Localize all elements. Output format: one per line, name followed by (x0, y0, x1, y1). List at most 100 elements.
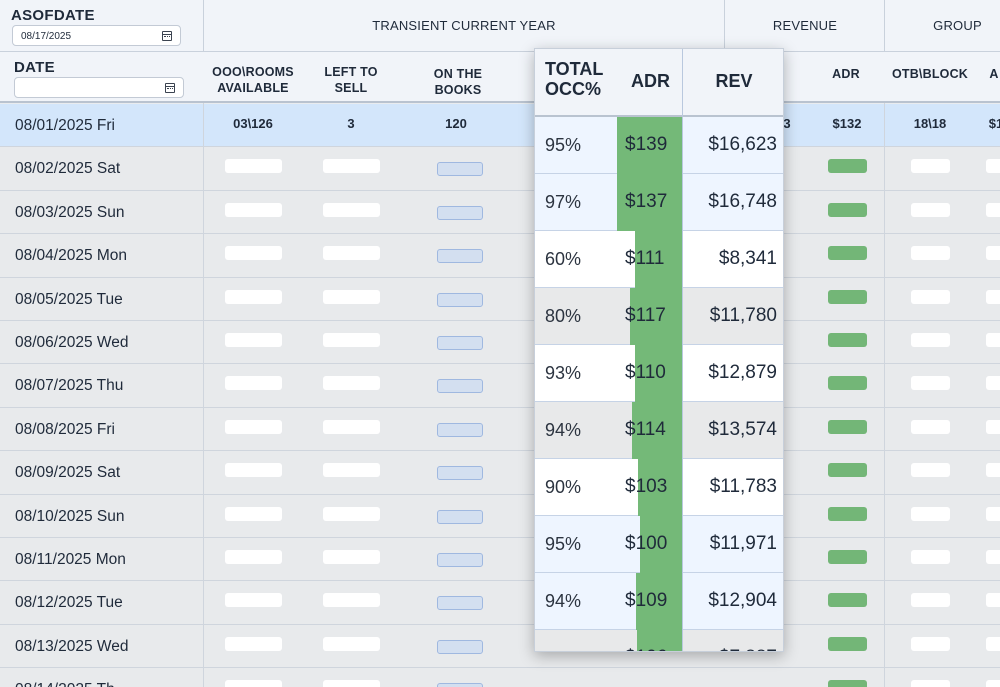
books-placeholder (437, 553, 483, 567)
row-on-the-books[interactable]: 120 (445, 116, 467, 131)
row-adr[interactable]: $132 (832, 116, 862, 131)
divider (724, 0, 725, 52)
row-date: 08/03/2025 Sun (15, 203, 125, 221)
otb-placeholder (911, 463, 950, 478)
occupancy-revenue-popup[interactable]: TOTAL OCC% ADR REV 95% $139 $16,623 97% $137… (534, 48, 784, 652)
popup-row[interactable]: 94% $114 $13,574 (535, 402, 783, 459)
table-row[interactable]: 08/13/2025 Wed (0, 624, 1000, 669)
row-revenue[interactable]: 3 (783, 116, 791, 131)
col-label-line: LEFT TO (324, 65, 378, 79)
popup-row[interactable]: 94% $109 $12,904 (535, 573, 783, 630)
popup-adr: $100 (625, 533, 668, 554)
divider (884, 103, 885, 687)
row-date: 08/08/2025 Fri (15, 420, 115, 438)
adr-heat-bar (617, 174, 683, 231)
adr-heat-bar (632, 402, 683, 459)
cut-off-placeholder (986, 680, 1000, 687)
divider (203, 103, 204, 687)
popup-row[interactable]: 97% $137 $16,748 (535, 174, 783, 231)
table-row[interactable]: 08/04/2025 Mon (0, 234, 1000, 278)
table-row[interactable]: 08/14/2025 Th (0, 668, 1000, 687)
books-placeholder (437, 466, 483, 481)
popup-rev: $12,879 (708, 362, 777, 383)
col-label-line: AVAILABLE (217, 81, 289, 95)
adr-heat-bar (636, 573, 683, 630)
row-otb-block[interactable]: 18\18 (913, 116, 947, 131)
table-row[interactable]: 08/11/2025 Mon (0, 538, 1000, 582)
books-placeholder (437, 292, 483, 307)
books-placeholder (437, 162, 483, 177)
popup-adr: $114 (625, 419, 666, 440)
popup-row[interactable]: 95% $100 $11,971 (535, 516, 783, 573)
table-row[interactable]: 08/02/2025 Sat (0, 147, 1000, 191)
col-ooo-rooms-available[interactable]: OOO\ROOMS AVAILABLE (204, 64, 302, 96)
popup-row[interactable]: 93% $110 $12,879 (535, 345, 783, 402)
adr-heat-bar (630, 288, 683, 345)
asofdate-input[interactable]: 08/17/2025 (12, 25, 181, 46)
row-date: 08/12/2025 Tue (15, 594, 123, 612)
table-row[interactable]: 08/08/2025 Fri (0, 407, 1000, 452)
table-row[interactable]: 08/12/2025 Tue (0, 581, 1000, 625)
col-label-line: ON THE (433, 67, 483, 81)
table-row[interactable]: 08/05/2025 Tue (0, 277, 1000, 321)
col-otb-block[interactable]: OTB\BLOCK (891, 67, 969, 81)
cut-off-placeholder (986, 202, 1000, 217)
col-left-to-sell[interactable]: LEFT TO SELL (302, 64, 400, 96)
row-ooo-rooms[interactable]: 03\126 (233, 116, 273, 131)
ooo-placeholder (225, 593, 282, 608)
popup-row[interactable]: 60% $111 $8,341 (535, 231, 783, 288)
left-placeholder (323, 202, 380, 217)
popup-row[interactable]: 60% $106 $7,887 (535, 630, 783, 651)
divider (682, 49, 683, 651)
ooo-placeholder (225, 636, 282, 651)
table-row[interactable]: 08/09/2025 Sat (0, 451, 1000, 495)
row-date: 08/09/2025 Sat (15, 464, 121, 482)
popup-rev: $12,904 (708, 590, 777, 611)
left-placeholder (323, 636, 380, 651)
otb-placeholder (911, 593, 950, 608)
popup-occ: 60% (545, 648, 581, 651)
calendar-icon[interactable] (162, 31, 172, 41)
table-row[interactable]: 08/10/2025 Sun (0, 494, 1000, 538)
popup-occ: 80% (545, 306, 582, 326)
asofdate-label: ASOFDATE (11, 7, 95, 24)
popup-col-rev[interactable]: REV (715, 71, 753, 91)
popup-rev: $11,783 (709, 476, 777, 497)
popup-adr: $109 (625, 590, 668, 611)
row-left-to-sell[interactable]: 3 (347, 116, 355, 131)
adr-heat-bar (635, 345, 683, 402)
cut-off-placeholder (986, 463, 1000, 478)
popup-adr: $139 (625, 134, 668, 155)
cut-off-placeholder (986, 506, 1000, 521)
popup-occ: 97% (545, 192, 582, 212)
popup-col-adr[interactable]: ADR (631, 71, 670, 91)
calendar-icon[interactable] (165, 83, 175, 93)
popup-col-total-occ[interactable]: TOTAL OCC% (545, 59, 603, 99)
table-row[interactable]: 08/03/2025 Sun (0, 190, 1000, 235)
popup-row[interactable]: 80% $117 $11,780 (535, 288, 783, 345)
asofdate-value: 08/17/2025 (21, 31, 72, 42)
cut-off-placeholder (986, 636, 1000, 651)
adr-placeholder (828, 333, 867, 347)
left-placeholder (323, 376, 380, 391)
row-cut-off[interactable]: $1 (988, 116, 1000, 131)
popup-row[interactable]: 90% $103 $11,783 (535, 459, 783, 516)
col-cut-off[interactable]: A (989, 67, 999, 81)
row-date: 08/10/2025 Sun (15, 507, 125, 525)
table-row[interactable]: 08/07/2025 Thu (0, 364, 1000, 408)
table-row[interactable]: 08/06/2025 Wed (0, 321, 1000, 365)
popup-row[interactable]: 95% $139 $16,623 (535, 117, 783, 174)
col-revenue-adr[interactable]: ADR (832, 67, 860, 81)
cut-off-placeholder (986, 593, 1000, 608)
books-placeholder (437, 683, 483, 687)
adr-placeholder (828, 419, 867, 434)
cut-off-placeholder (986, 289, 1000, 304)
col-label-line: OOO\ROOMS (212, 65, 294, 79)
date-input[interactable] (14, 77, 184, 98)
left-placeholder (323, 333, 380, 347)
table-row[interactable]: 08/01/2025 Fri 03\126 3 120 3 $132 18\18 $1 (0, 104, 1000, 148)
popup-rev: $16,748 (708, 191, 777, 212)
adr-placeholder (828, 463, 867, 478)
group-revenue: REVENUE (772, 18, 838, 33)
col-on-the-books[interactable]: ON THE BOOKS (408, 66, 508, 98)
